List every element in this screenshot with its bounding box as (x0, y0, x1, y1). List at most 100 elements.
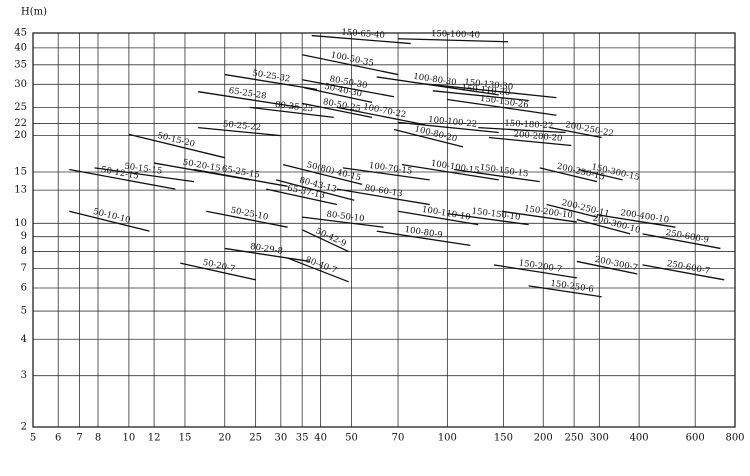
x-tick-label: 70 (392, 433, 405, 444)
pump-curve (397, 210, 479, 226)
pump-curve (576, 218, 631, 235)
curve-label: 80-35-25 (274, 100, 313, 114)
x-tick-label: 7 (76, 433, 82, 444)
y-tick-label: 45 (14, 28, 27, 39)
y-tick-label: 7 (21, 263, 27, 274)
pump-curve (69, 168, 176, 190)
pump-curve (478, 127, 566, 134)
pump-curve (501, 210, 577, 223)
pump-curve (493, 264, 577, 279)
curve-label: 150-110-30 (461, 83, 511, 98)
y-tick-label: 2 (21, 422, 27, 433)
y-tick-label: 15 (14, 167, 27, 178)
pump-curve (302, 216, 384, 228)
y-tick-label: 35 (14, 59, 27, 70)
pump-curve (128, 133, 225, 159)
pump-curve (180, 262, 256, 281)
pump-curve (642, 264, 725, 281)
pump-curve (398, 38, 509, 43)
x-tick-label: 40 (314, 433, 327, 444)
pump-curve (642, 233, 721, 250)
pump-curve (206, 210, 288, 228)
pump-curve (401, 164, 499, 181)
pump-curve (539, 167, 598, 183)
pump-curve (393, 128, 464, 148)
pump-curve (224, 247, 310, 263)
pump-curve (336, 106, 426, 126)
pump-curve (311, 34, 411, 45)
y-tick-label: 3 (21, 370, 27, 381)
pump-curve (198, 91, 301, 109)
pump-curve (576, 260, 638, 275)
pump-curve (336, 188, 430, 206)
pump-curve (488, 136, 572, 147)
pump-curve (578, 168, 623, 181)
pump-curve (266, 188, 338, 206)
y-tick-label: 5 (21, 306, 27, 317)
pump-curve (432, 90, 529, 102)
pump-curve (546, 203, 598, 218)
y-tick-label: 13 (14, 185, 27, 196)
pump-curve (549, 127, 602, 139)
x-tick-label: 100 (438, 433, 457, 444)
x-tick-label: 600 (686, 433, 705, 444)
x-tick-label: 8 (95, 433, 101, 444)
pump-curve (397, 121, 499, 134)
y-tick-label: 25 (14, 102, 27, 113)
plot-frame (32, 32, 736, 428)
pump-curve (69, 210, 150, 232)
pump-curve (302, 54, 399, 76)
pump-curve (302, 102, 373, 119)
x-tick-label: 10 (123, 433, 136, 444)
y-tick-label: 30 (14, 79, 27, 90)
pump-curve (376, 230, 471, 247)
x-tick-label: 15 (179, 433, 192, 444)
x-tick-label: 20 (218, 433, 231, 444)
pump-curve (454, 168, 540, 183)
x-tick-label: 400 (630, 433, 649, 444)
curve-label: 80-29-8 (249, 242, 283, 257)
x-tick-label: 30 (274, 433, 287, 444)
pump-curve (342, 167, 430, 181)
pump-curve (224, 73, 318, 91)
x-tick-label: 250 (565, 433, 584, 444)
pump-curve (528, 285, 602, 298)
pump-curve (249, 106, 334, 119)
y-axis-label: H(m) (21, 7, 47, 18)
pump-curve (447, 98, 557, 116)
curve-label: 150-100-40 (431, 29, 480, 40)
curve-label: 80-50-10 (326, 210, 365, 225)
pump-curve (94, 167, 194, 183)
curve-label: 50-25-22 (222, 120, 261, 134)
x-tick-label: 5 (30, 433, 36, 444)
x-tick-label: 50 (345, 433, 358, 444)
pump-curve (198, 127, 281, 137)
x-tick-label: 200 (534, 433, 553, 444)
pump-curve (287, 257, 349, 283)
pump-curve (424, 83, 557, 99)
x-tick-label: 35 (296, 433, 309, 444)
x-tick-label: 800 (725, 433, 744, 444)
x-tick-label: 6 (55, 433, 61, 444)
y-tick-label: 8 (21, 246, 27, 257)
x-tick-label: 12 (148, 433, 161, 444)
y-tick-label: 22 (14, 118, 27, 129)
pump-curve (275, 179, 355, 201)
curve-label: 100-100-22 (428, 115, 478, 130)
x-tick-label: 150 (494, 433, 513, 444)
pump-curve (301, 229, 349, 253)
pump-curve (447, 212, 529, 226)
pump-curve (303, 87, 373, 104)
curve-label: 150-180-22 (504, 119, 553, 132)
y-tick-label: 40 (14, 42, 27, 53)
curve-label: 150-65-40 (341, 27, 385, 40)
pump-curve (302, 79, 395, 98)
x-tick-label: 300 (590, 433, 609, 444)
y-tick-label: 4 (21, 334, 27, 345)
pump-curve (596, 214, 676, 228)
y-tick-label: 9 (21, 231, 27, 242)
pump-curve (282, 164, 363, 186)
y-tick-label: 20 (14, 130, 27, 141)
